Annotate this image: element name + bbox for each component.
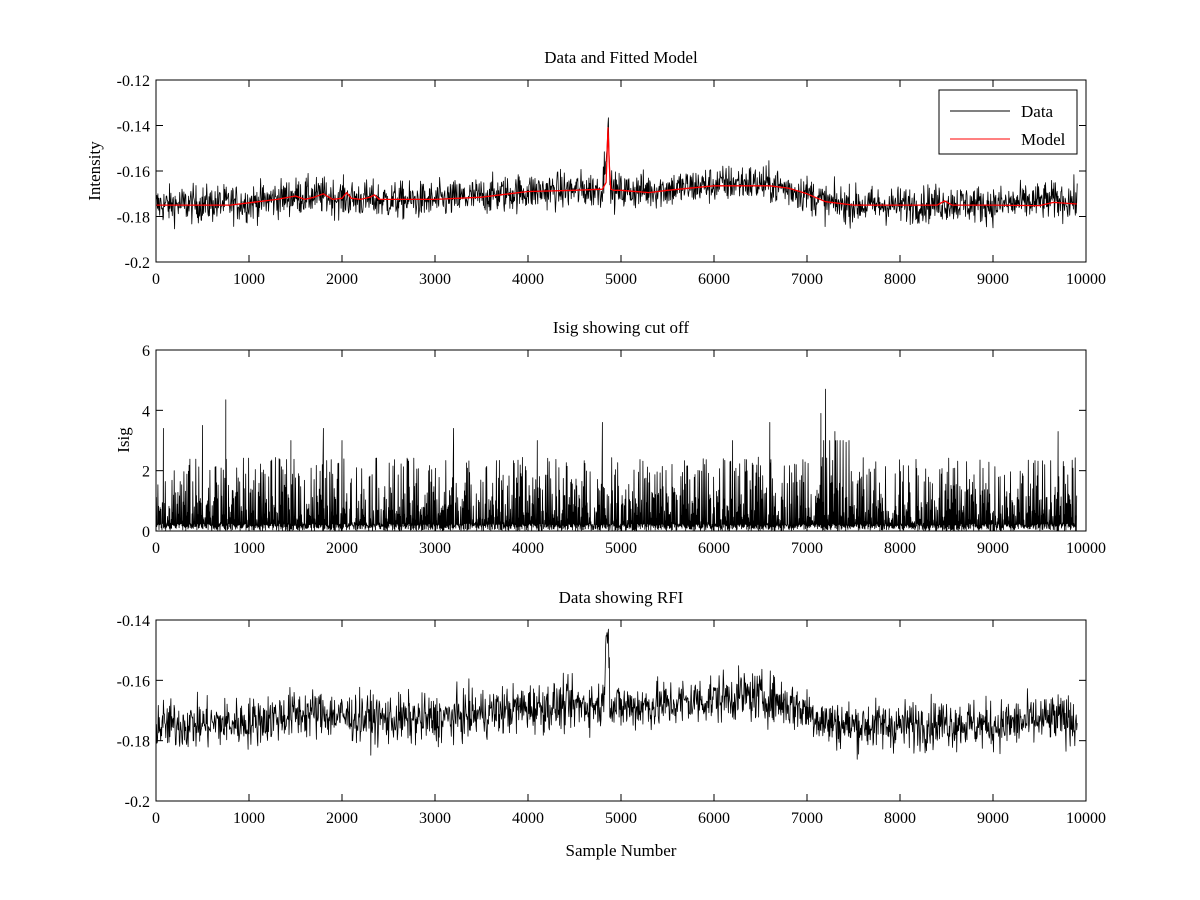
panel-3-x-tick-label: 8000 — [884, 810, 916, 827]
panel-3-y-tick-label: -0.2 — [125, 794, 150, 811]
panel-1-x-tick-label: 3000 — [419, 271, 451, 288]
panel-3: Data showing RFI Sample Number 0 1000 2000… — [117, 588, 1106, 860]
panel-1-x-tick-label: 7000 — [791, 271, 823, 288]
panel-2-x-tick-label: 1000 — [233, 540, 265, 557]
panel-1-x-tick-label: 10000 — [1066, 271, 1106, 288]
panel-3-y-tick-label: -0.14 — [117, 613, 150, 630]
panel-2-x-tick-label: 3000 — [419, 540, 451, 557]
panel-1-y-tick-label: -0.2 — [125, 255, 150, 272]
panel-3-series-data-line — [155, 628, 1078, 760]
panel-1-x-tick-label: 6000 — [698, 271, 730, 288]
panel-2-x-tick-label: 10000 — [1066, 540, 1106, 557]
panel-3-y-tick-label: -0.18 — [117, 734, 150, 751]
panel-2-y-tick-label: 0 — [142, 524, 150, 541]
panel-3-x-tick-label: 5000 — [605, 810, 637, 827]
panel-1-legend: Data Model — [938, 89, 1078, 155]
panel-3-x-tick-label: 1000 — [233, 810, 265, 827]
panel-1-x-tick-label: 8000 — [884, 271, 916, 288]
panel-3-x-tick-label: 4000 — [512, 810, 544, 827]
panel-2-y-axis-label: Isig — [114, 427, 133, 453]
panel-1-y-tick-label: -0.12 — [117, 73, 150, 90]
panel-3-plot-area: 0 1000 2000 3000 4000 5000 6000 7000 8000 9000 100… — [117, 613, 1106, 827]
panel-2-y-tick-label: 6 — [142, 343, 150, 360]
panel-1-y-tick-label: -0.14 — [117, 119, 150, 136]
panel-1-x-tick-label: 1000 — [233, 271, 265, 288]
panel-3-x-tick-label: 3000 — [419, 810, 451, 827]
panel-3-x-tick-label: 7000 — [791, 810, 823, 827]
panel-1-title: Data and Fitted Model — [544, 48, 698, 67]
panel-3-x-tick-label: 6000 — [698, 810, 730, 827]
panel-2-x-tick-label: 6000 — [698, 540, 730, 557]
panel-2-x-tick-label: 7000 — [791, 540, 823, 557]
legend-data-label: Data — [1021, 102, 1054, 121]
panel-1-x-tick-label: 2000 — [326, 271, 358, 288]
panel-1-x-tick-label: 0 — [152, 271, 160, 288]
panel-1-series-model-line — [156, 127, 1077, 207]
panel-3-x-tick-label: 9000 — [977, 810, 1009, 827]
panel-2-x-tick-label: 2000 — [326, 540, 358, 557]
panel-1-y-axis-label: Intensity — [85, 141, 104, 201]
panel-1-x-tick-label: 4000 — [512, 271, 544, 288]
panel-1-y-tick-label: -0.18 — [117, 210, 150, 227]
legend-model-label: Model — [1021, 130, 1066, 149]
panel-2-plot-area: 0 1000 2000 3000 4000 5000 6000 7000 8000 9000 100… — [142, 343, 1106, 557]
panel-2-title: Isig showing cut off — [553, 318, 689, 337]
panel-3-y-tick-label: -0.16 — [117, 673, 150, 690]
panel-3-x-axis-label: Sample Number — [566, 841, 677, 860]
panel-2-x-tick-label: 5000 — [605, 540, 637, 557]
panel-3-x-tick-label: 10000 — [1066, 810, 1106, 827]
panel-2-x-tick-label: 8000 — [884, 540, 916, 557]
legend-box — [938, 89, 1078, 155]
panel-2-x-tick-label: 4000 — [512, 540, 544, 557]
panel-1-series-data-line — [155, 117, 1078, 230]
panel-1-x-tick-label: 5000 — [605, 271, 637, 288]
panel-2-x-tick-label: 9000 — [977, 540, 1009, 557]
panel-2-y-tick-label: 2 — [142, 464, 150, 481]
panel-3-title: Data showing RFI — [559, 588, 684, 607]
panel-2-x-tick-label: 0 — [152, 540, 160, 557]
panel-1-x-tick-label: 9000 — [977, 271, 1009, 288]
panel-2: Isig showing cut off Isig 0 1000 2000 3000 4… — [114, 318, 1106, 557]
panel-1-y-tick-label: -0.16 — [117, 164, 150, 181]
panel-2-y-tick-label: 4 — [142, 403, 150, 420]
panel-2-series-isig-line — [155, 388, 1078, 531]
panel-3-x-tick-label: 2000 — [326, 810, 358, 827]
panel-3-x-tick-label: 0 — [152, 810, 160, 827]
panel-1-plot-area: 0 1000 2000 3000 4000 5000 6000 7000 8000 9000 100… — [117, 73, 1106, 288]
panel-1: Data and Fitted Model Intensity 0 1000 200… — [85, 48, 1106, 288]
